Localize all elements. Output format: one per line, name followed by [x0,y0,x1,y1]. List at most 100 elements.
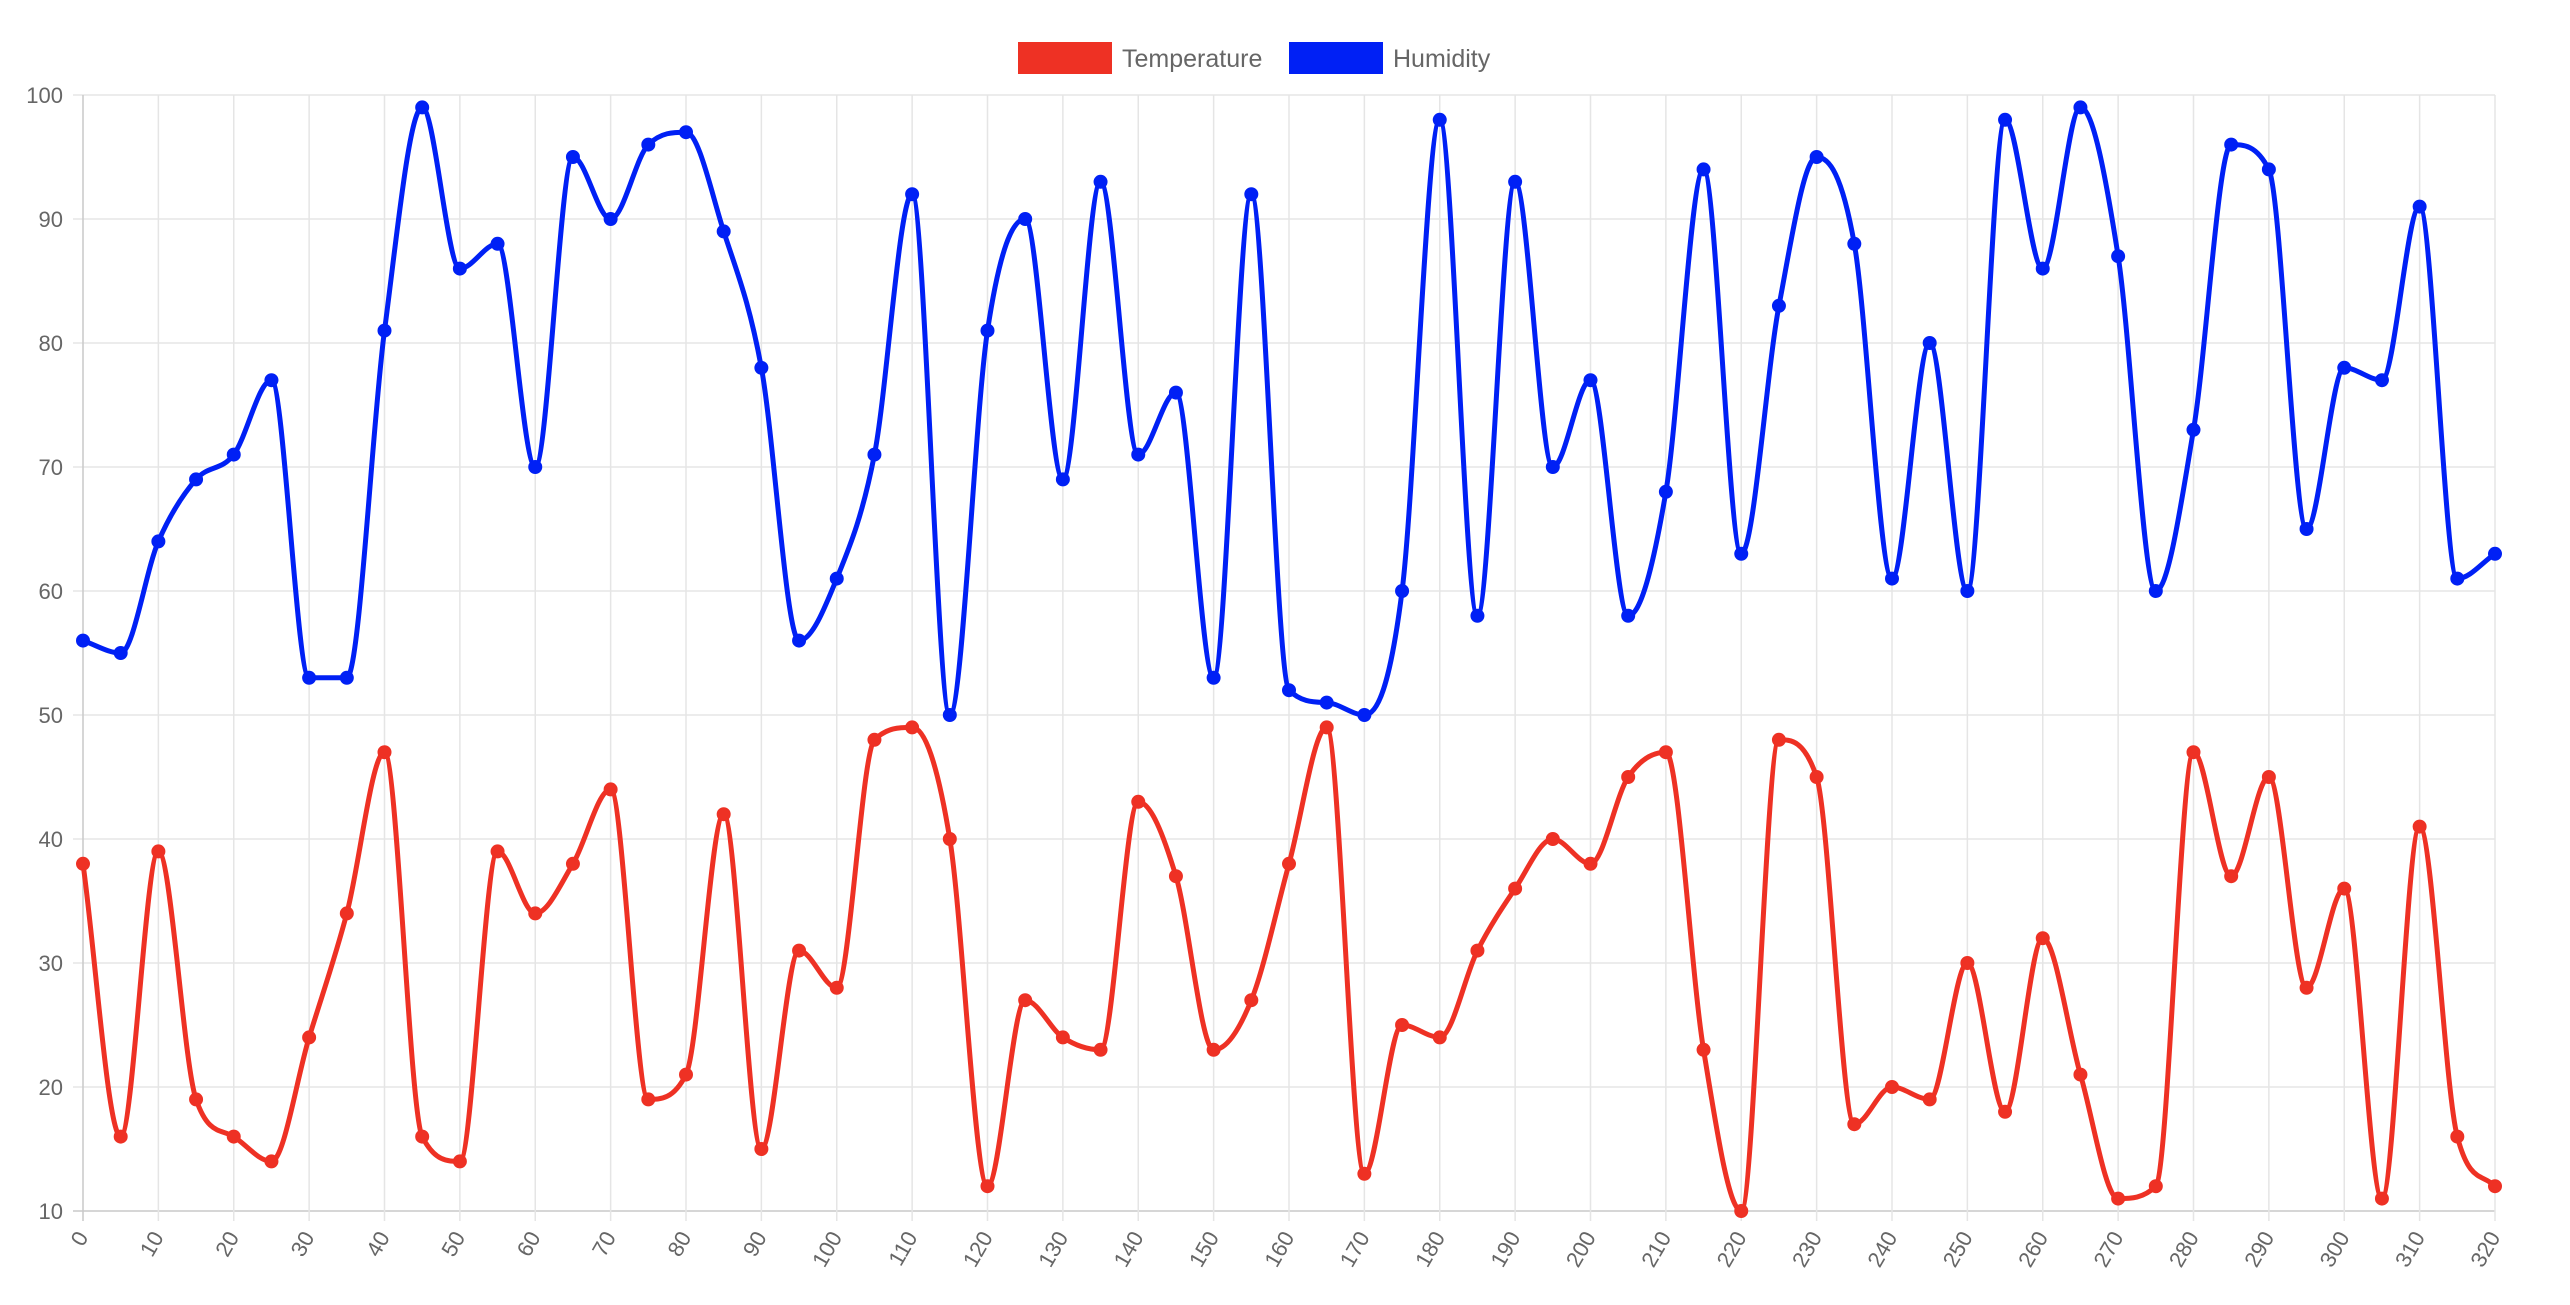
temperature-point[interactable] [1960,956,1975,970]
humidity-point[interactable] [1432,112,1447,127]
humidity-point[interactable] [2035,261,2050,276]
temperature-point[interactable] [1131,794,1146,809]
temperature-point[interactable] [2186,745,2201,760]
temperature-point[interactable] [1998,1104,2013,1119]
temperature-point[interactable] [2299,980,2314,995]
temperature-point[interactable] [942,832,957,846]
humidity-point[interactable] [1508,174,1523,189]
temperature-point[interactable] [226,1129,241,1144]
legend-item-humidity[interactable]: Humidity [1289,42,1491,74]
humidity-point[interactable] [1357,708,1372,722]
humidity-point[interactable] [2450,571,2465,586]
temperature-point[interactable] [565,856,580,871]
humidity-point[interactable] [264,373,279,388]
humidity-point[interactable] [2148,584,2163,598]
temperature-point[interactable] [151,844,166,859]
humidity-point[interactable] [2224,137,2239,152]
temperature-point[interactable] [1244,993,1259,1008]
humidity-point[interactable] [302,670,317,685]
temperature-point[interactable] [1508,881,1523,896]
humidity-point[interactable] [2299,522,2314,536]
humidity-point[interactable] [1395,584,1410,598]
humidity-point[interactable] [1696,162,1711,177]
humidity-point[interactable] [1809,150,1824,164]
temperature-point[interactable] [2488,1179,2502,1194]
temperature-point[interactable] [716,807,731,822]
temperature-point[interactable] [1282,856,1296,871]
temperature-point[interactable] [2148,1179,2163,1194]
temperature-point[interactable] [1658,745,1673,760]
temperature-point[interactable] [1771,732,1786,747]
temperature-point[interactable] [1395,1018,1410,1032]
humidity-point[interactable] [980,323,995,338]
humidity-point[interactable] [1583,373,1598,388]
humidity-point[interactable] [867,447,882,462]
humidity-point[interactable] [1055,472,1070,487]
humidity-point[interactable] [2261,162,2276,177]
temperature-point[interactable] [792,943,807,958]
humidity-point[interactable] [716,224,731,239]
temperature-point[interactable] [905,720,920,735]
humidity-point[interactable] [1998,112,2013,127]
humidity-point[interactable] [1922,336,1937,350]
temperature-point[interactable] [377,745,392,760]
humidity-point[interactable] [528,460,543,474]
humidity-point[interactable] [1168,385,1183,400]
temperature-point[interactable] [1055,1030,1070,1045]
temperature-point[interactable] [1734,1204,1749,1218]
humidity-point[interactable] [754,360,769,375]
humidity-point[interactable] [1621,608,1636,623]
temperature-point[interactable] [603,782,618,797]
temperature-point[interactable] [1621,770,1636,784]
humidity-point[interactable] [2073,100,2088,115]
humidity-point[interactable] [603,212,618,226]
humidity-point[interactable] [1771,298,1786,313]
humidity-point[interactable] [829,571,844,586]
temperature-point[interactable] [76,856,90,871]
temperature-point[interactable] [264,1154,279,1169]
humidity-point[interactable] [1093,174,1108,189]
temperature-point[interactable] [1093,1042,1108,1057]
humidity-point[interactable] [1960,584,1975,598]
temperature-point[interactable] [2412,819,2427,834]
temperature-point[interactable] [679,1067,693,1082]
humidity-point[interactable] [2111,249,2126,264]
temperature-point[interactable] [528,906,543,921]
temperature-point[interactable] [1432,1030,1447,1045]
humidity-point[interactable] [377,323,392,338]
temperature-point[interactable] [452,1154,467,1169]
humidity-point[interactable] [1319,695,1334,710]
temperature-point[interactable] [867,732,882,747]
humidity-point[interactable] [1282,683,1296,698]
humidity-point[interactable] [151,534,166,549]
humidity-point[interactable] [415,100,430,115]
humidity-point[interactable] [1885,571,1899,586]
temperature-point[interactable] [1545,832,1560,846]
humidity-point[interactable] [641,137,656,152]
temperature-point[interactable] [980,1179,995,1194]
humidity-point[interactable] [76,633,90,648]
temperature-point[interactable] [1206,1042,1221,1057]
humidity-point[interactable] [905,187,920,202]
temperature-point[interactable] [2111,1191,2126,1206]
humidity-point[interactable] [2374,373,2389,388]
temperature-point[interactable] [2224,869,2239,884]
temperature-point[interactable] [302,1030,317,1045]
temperature-point[interactable] [2073,1067,2088,1082]
humidity-point[interactable] [2488,546,2502,561]
temperature-point[interactable] [1809,770,1824,784]
humidity-point[interactable] [2337,360,2352,375]
humidity-point[interactable] [1018,212,1033,226]
temperature-point[interactable] [1922,1092,1937,1107]
humidity-point[interactable] [113,646,128,660]
temperature-point[interactable] [2261,770,2276,784]
temperature-point[interactable] [1018,993,1033,1008]
temperature-point[interactable] [2374,1191,2389,1206]
temperature-point[interactable] [189,1092,204,1107]
humidity-point[interactable] [1847,236,1862,251]
temperature-point[interactable] [1885,1080,1899,1094]
temperature-point[interactable] [339,906,354,921]
temperature-point[interactable] [1583,856,1598,871]
legend-item-temperature[interactable]: Temperature [1018,42,1262,74]
humidity-point[interactable] [565,150,580,164]
